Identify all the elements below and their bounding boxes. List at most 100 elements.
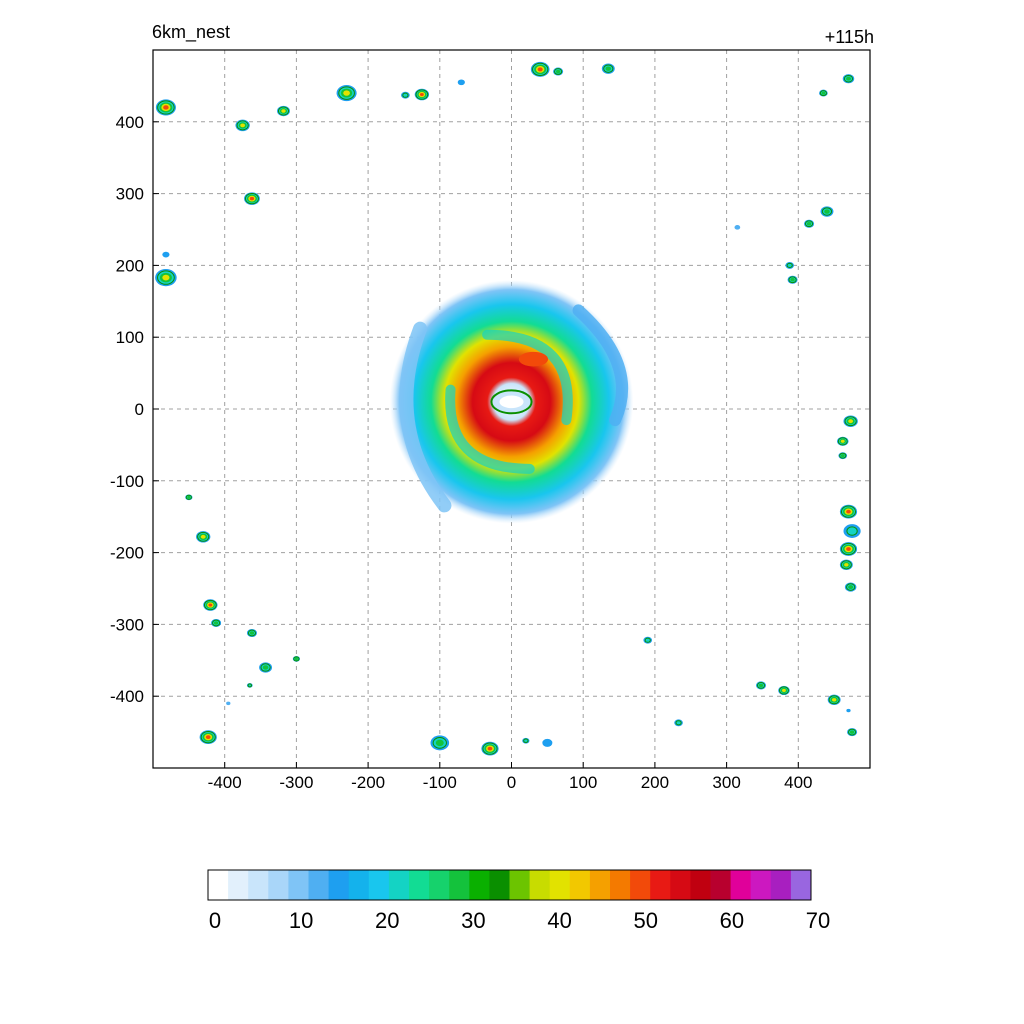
cell-contour [187,495,191,499]
cell-contour [849,730,855,734]
convective-cell [542,738,553,747]
cell-contour [806,222,812,226]
colorbar-swatch [610,870,631,900]
colorbar-swatch [208,870,229,900]
convective-cell [838,452,848,460]
cell-contour [457,79,465,86]
cell-contour [487,746,493,751]
colorbar-swatch [670,870,691,900]
x-tick-label: -200 [351,773,385,792]
convective-cell [226,701,231,706]
cell-contour [644,637,651,643]
cell-contour [281,109,286,113]
y-tick-label: 200 [116,256,144,275]
y-tick-label: 0 [135,400,144,419]
convective-cell [185,494,193,501]
colorbar-swatch [549,870,571,900]
colorbar-swatch [650,870,671,900]
cell-contour [262,665,269,670]
x-tick-label: 0 [507,773,516,792]
cell-contour [247,683,253,688]
convective-cell [839,542,858,556]
y-tick-label: 400 [116,113,144,132]
storm-eye-center [499,395,524,409]
cell-contour [226,701,231,706]
y-tick-label: 300 [116,185,144,204]
convective-cell [842,74,855,84]
convective-cell [843,415,858,427]
x-tick-label: 400 [784,773,812,792]
convective-cell [196,531,211,543]
convective-cell [785,261,794,269]
convective-cell [755,681,767,690]
colorbar-swatch [489,870,510,900]
cell-contour [846,509,851,514]
colorbar-swatch [589,870,611,900]
cell-contour [435,739,444,747]
cell-contour [605,66,612,71]
y-tick-label: -100 [110,472,144,491]
convective-cell [430,735,450,751]
cell-contour [786,262,793,268]
cell-contour [844,563,849,567]
y-tick-label: 100 [116,328,144,347]
colorbar-swatch [529,870,551,900]
cell-contour [402,92,409,98]
convective-cell [530,61,550,77]
convective-cell [246,629,257,638]
convective-cell [244,192,260,205]
cell-contour [821,91,826,95]
cell-contour [555,69,561,74]
inner-band-north [482,329,573,426]
convective-cell [553,67,564,76]
colorbar-swatch [730,870,752,900]
colorbar-swatch [368,870,390,900]
convective-cell [643,636,653,644]
convective-cell [414,88,430,101]
cell-contour [523,738,529,743]
cell-contour [790,278,795,282]
cell-contour [343,90,350,96]
colorbar-swatch [770,870,792,900]
hurricane-storm [389,279,634,524]
convective-cell [778,685,790,696]
cell-contour [840,439,845,443]
forecast-hour-label: +115h [824,27,874,47]
cell-contour [163,105,169,110]
colorbar-swatch [750,870,772,900]
colorbar-swatch [268,870,289,900]
cell-contour [734,225,741,230]
convective-cell [787,275,798,284]
cell-contour [208,603,213,607]
cell-contour [848,419,854,424]
colorbar-tick-label: 30 [461,908,485,933]
colorbar-swatch [228,870,249,900]
cell-contour [419,92,424,97]
x-tick-label: -100 [423,773,457,792]
convective-cell [155,99,176,116]
convective-cell [457,79,465,86]
convective-cell [522,737,530,744]
cell-contour [848,585,854,590]
convective-cell [336,85,357,102]
colorbar-swatch [348,870,370,900]
convective-cell [827,694,841,705]
convective-cell [481,741,499,756]
convective-cell [837,436,849,446]
cell-contour [840,454,845,458]
cell-contour [542,738,553,747]
x-tick-label: 100 [569,773,597,792]
convective-cell [277,105,290,117]
x-tick-label: 200 [641,773,669,792]
cell-contour [537,67,543,72]
convective-cell [211,618,222,627]
convective-cell [162,251,170,258]
convective-cell [203,599,218,611]
y-tick-label: -300 [110,615,144,634]
convective-cell [674,719,683,727]
convective-cell [844,582,857,592]
eyewall-max [518,351,549,367]
colorbar-swatch [509,870,531,900]
colorbar-frame [207,869,812,901]
cell-contour [758,683,764,688]
